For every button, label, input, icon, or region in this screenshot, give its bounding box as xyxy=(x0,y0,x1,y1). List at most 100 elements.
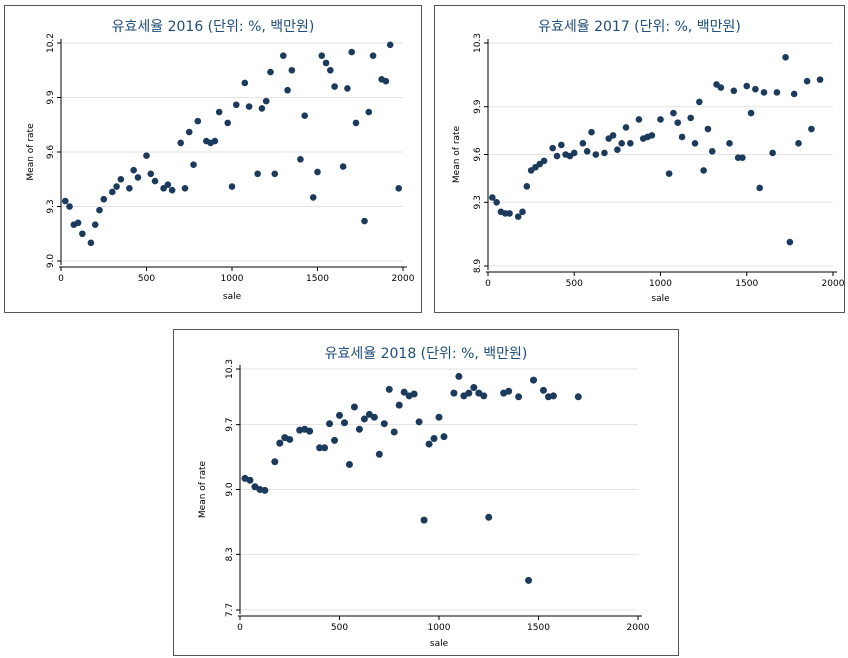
data-point xyxy=(420,516,428,524)
data-point xyxy=(344,85,351,92)
data-point xyxy=(739,154,746,161)
x-tick-label: 2000 xyxy=(822,279,844,289)
data-point xyxy=(126,185,133,192)
data-point xyxy=(258,105,266,112)
y-tick-label: 10.2 xyxy=(46,33,56,53)
data-point xyxy=(134,174,142,181)
x-tick-label: 1500 xyxy=(735,279,758,289)
data-point xyxy=(246,476,254,484)
chart-panel-2017: 유효세율 2017 (단위: %, 백만원) 8.9 9.3 9.6 9.9 10.3 0 5… xyxy=(434,5,845,313)
data-point xyxy=(306,427,314,435)
chart-panel-2018: 유효세율 2018 (단위: %, 백만원) 7.7 8.3 9.0 9.7 10.3 0 5… xyxy=(173,329,679,656)
x-tick-label: 0 xyxy=(58,274,64,284)
x-axis-label: sale xyxy=(223,292,242,302)
data-point xyxy=(622,124,630,131)
data-point xyxy=(425,440,433,448)
data-point xyxy=(450,389,458,397)
data-point xyxy=(583,148,591,155)
x-tick-label: 1500 xyxy=(306,274,329,284)
data-point xyxy=(708,148,716,155)
data-point xyxy=(130,166,137,174)
data-point xyxy=(574,393,582,401)
data-point xyxy=(177,139,184,147)
data-point xyxy=(470,384,478,392)
x-axis-label: sale xyxy=(430,639,449,649)
data-point xyxy=(228,183,236,190)
y-tick-label: 8.9 xyxy=(473,259,483,274)
data-point xyxy=(665,170,673,177)
data-point xyxy=(331,436,339,444)
data-point xyxy=(760,89,768,96)
data-point xyxy=(151,177,159,185)
data-point xyxy=(627,140,634,147)
data-point xyxy=(769,149,776,157)
data-point xyxy=(261,486,269,494)
data-point xyxy=(385,385,393,393)
data-point xyxy=(743,82,751,90)
data-point xyxy=(168,186,176,194)
data-point xyxy=(314,168,321,176)
data-point xyxy=(717,84,725,91)
data-point xyxy=(635,116,643,123)
x-tick-label: 2000 xyxy=(627,623,650,633)
x-tick-label: 0 xyxy=(237,623,243,633)
data-point xyxy=(100,195,108,203)
data-point xyxy=(339,163,347,170)
data-point xyxy=(505,387,513,395)
data-point xyxy=(380,420,388,428)
data-point xyxy=(390,428,398,436)
data-point xyxy=(288,66,296,74)
data-point xyxy=(284,86,291,94)
data-point xyxy=(485,513,493,521)
data-point xyxy=(232,101,240,109)
data-point xyxy=(506,210,513,217)
data-point xyxy=(601,149,608,157)
data-point xyxy=(480,392,488,400)
data-point xyxy=(415,418,423,426)
data-point xyxy=(539,386,547,394)
data-point xyxy=(395,401,403,409)
y-tick-label: 9.9 xyxy=(473,99,483,114)
data-point xyxy=(271,170,279,178)
scatter-chart-2016: 유효세율 2016 (단위: %, 백만원) 9.0 9.3 9.6 9.9 10.2 0 5… xyxy=(26,19,415,302)
data-point xyxy=(696,98,703,106)
data-point xyxy=(519,208,526,216)
data-point xyxy=(790,90,798,98)
data-point xyxy=(286,435,294,443)
data-point xyxy=(352,119,360,127)
data-point xyxy=(318,52,326,60)
data-point xyxy=(109,188,116,196)
data-point xyxy=(435,413,443,421)
data-point xyxy=(570,149,578,157)
data-point xyxy=(74,219,82,227)
scatter-chart-2017: 유효세율 2017 (단위: %, 백만원) 8.9 9.3 9.6 9.9 10.3 0 5… xyxy=(452,19,844,304)
data-point xyxy=(361,217,368,225)
data-point xyxy=(147,170,155,178)
y-tick-label: 9.6 xyxy=(473,147,483,162)
y-tick-label: 7.7 xyxy=(225,603,235,617)
data-point xyxy=(267,68,274,76)
data-point xyxy=(540,157,548,165)
data-point xyxy=(579,140,587,147)
x-tick-label: 1000 xyxy=(649,279,672,289)
data-point xyxy=(782,54,789,61)
data-point xyxy=(360,415,368,423)
data-point xyxy=(523,183,531,190)
data-point xyxy=(803,77,811,85)
data-point xyxy=(549,392,557,400)
data-point xyxy=(440,433,448,441)
data-point xyxy=(322,59,330,67)
x-tick-label: 1500 xyxy=(527,623,550,633)
data-point xyxy=(211,137,219,145)
x-axis-label: sale xyxy=(651,294,670,304)
x-tick-label: 500 xyxy=(138,274,155,284)
y-tick-label: 9.6 xyxy=(46,145,56,160)
y-tick-label: 9.3 xyxy=(473,195,483,209)
data-point xyxy=(687,114,694,122)
data-point xyxy=(558,141,565,149)
data-point xyxy=(400,388,408,396)
data-point xyxy=(181,185,189,192)
data-point xyxy=(808,125,815,133)
x-tick-label: 500 xyxy=(331,623,348,633)
data-point xyxy=(648,132,656,139)
